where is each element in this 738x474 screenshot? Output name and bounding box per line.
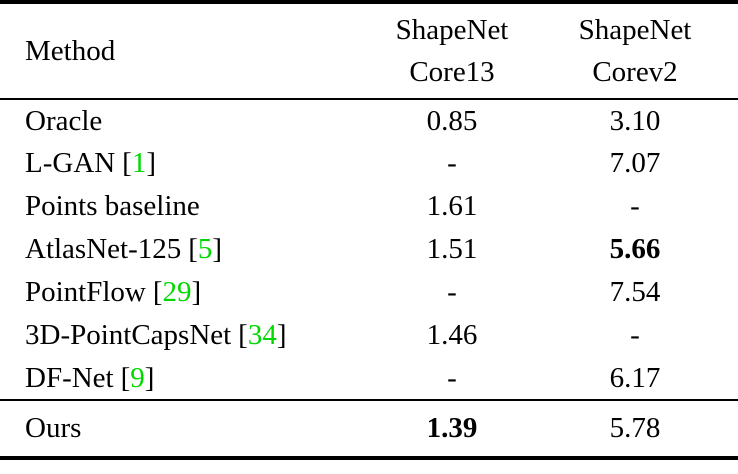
bracket-close: ] xyxy=(212,233,223,265)
table-body: Oracle 0.85 3.10 L-GAN [1] - 7.07 Points … xyxy=(0,99,738,400)
method-label: Points baseline xyxy=(25,190,200,222)
bracket-open: [ xyxy=(120,361,131,394)
method-cell: PointFlow [29] xyxy=(0,271,372,314)
method-cell: L-GAN [1] xyxy=(0,142,372,185)
table-header: Method ShapeNet Core13 ShapeNet Corev2 xyxy=(0,2,738,99)
method-label: Oracle xyxy=(25,104,103,137)
cell-corev2: 5.78 xyxy=(609,412,661,444)
citation-number[interactable]: 29 xyxy=(162,276,192,308)
table-row-atlasnet: AtlasNet-125 [5] 1.51 5.66 xyxy=(0,228,738,271)
table-row-ours: Ours 1.39 5.78 xyxy=(0,400,738,458)
bracket-open: [ xyxy=(152,276,163,308)
cell-core13: - xyxy=(447,147,457,179)
method-label: AtlasNet-125 xyxy=(25,233,182,265)
table-row-dfnet: DF-Net [9] - 6.17 xyxy=(0,357,738,400)
citation: [34] xyxy=(238,319,286,351)
method-cell: DF-Net [9] xyxy=(0,357,372,400)
table-row-lgan: L-GAN [1] - 7.07 xyxy=(0,142,738,185)
header-shapenet-core13-line1: ShapeNet xyxy=(395,14,509,46)
bracket-open: [ xyxy=(122,147,132,179)
bracket-open: [ xyxy=(188,233,198,265)
header-shapenet-core13-line2: Core13 xyxy=(409,56,495,88)
citation-number[interactable]: 34 xyxy=(247,319,277,351)
method-label: Ours xyxy=(25,412,82,444)
cell-core13: 1.39 xyxy=(426,412,478,444)
cell-corev2: 5.66 xyxy=(609,233,661,265)
header-shapenet-core13: ShapeNet Core13 xyxy=(372,2,532,99)
cell-core13: 1.51 xyxy=(426,233,478,265)
method-label: DF-Net xyxy=(25,361,114,394)
header-method: Method xyxy=(25,34,116,67)
citation-number[interactable]: 5 xyxy=(197,233,213,265)
citation: [29] xyxy=(153,276,201,308)
cell-corev2: 6.17 xyxy=(609,361,661,394)
method-label: 3D-PointCapsNet xyxy=(25,319,232,351)
method-cell: AtlasNet-125 [5] xyxy=(0,228,372,271)
header-shapenet-corev2-line1: ShapeNet xyxy=(578,14,692,46)
bracket-open: [ xyxy=(238,319,248,351)
cell-core13: 1.61 xyxy=(426,190,478,222)
bracket-close: ] xyxy=(146,147,156,179)
cell-corev2: - xyxy=(630,319,640,351)
method-cell: Oracle xyxy=(0,99,372,142)
citation: [5] xyxy=(188,233,222,265)
method-label: PointFlow xyxy=(25,276,146,308)
header-shapenet-corev2: ShapeNet Corev2 xyxy=(532,2,738,99)
cell-core13: 0.85 xyxy=(426,104,478,137)
table-row-points-baseline: Points baseline 1.61 - xyxy=(0,185,738,228)
table-row-3d-pointcapsnet: 3D-PointCapsNet [34] 1.46 - xyxy=(0,314,738,357)
results-table: Method ShapeNet Core13 ShapeNet Corev2 O… xyxy=(0,0,738,460)
method-cell: Points baseline xyxy=(0,185,372,228)
citation: [9] xyxy=(121,362,155,394)
citation-number[interactable]: 9 xyxy=(130,361,145,394)
cell-core13: 1.46 xyxy=(426,319,478,351)
method-cell: Ours xyxy=(0,400,372,458)
cell-corev2: 3.10 xyxy=(609,104,661,137)
bracket-close: ] xyxy=(191,276,202,308)
citation-number[interactable]: 1 xyxy=(131,147,147,179)
cell-core13: - xyxy=(447,361,457,394)
method-label: L-GAN xyxy=(25,147,116,179)
table-footer: Ours 1.39 5.78 xyxy=(0,400,738,458)
table-row-pointflow: PointFlow [29] - 7.54 xyxy=(0,271,738,314)
cell-corev2: 7.54 xyxy=(609,276,661,308)
bracket-close: ] xyxy=(144,361,155,394)
bracket-close: ] xyxy=(276,319,287,351)
header-shapenet-corev2-line2: Corev2 xyxy=(592,56,678,88)
cell-core13: - xyxy=(447,276,457,308)
table-row-oracle: Oracle 0.85 3.10 xyxy=(0,99,738,142)
cell-corev2: 7.07 xyxy=(609,147,661,179)
cell-corev2: - xyxy=(630,190,640,222)
method-cell: 3D-PointCapsNet [34] xyxy=(0,314,372,357)
header-row: Method ShapeNet Core13 ShapeNet Corev2 xyxy=(0,2,738,99)
citation: [1] xyxy=(122,147,156,179)
